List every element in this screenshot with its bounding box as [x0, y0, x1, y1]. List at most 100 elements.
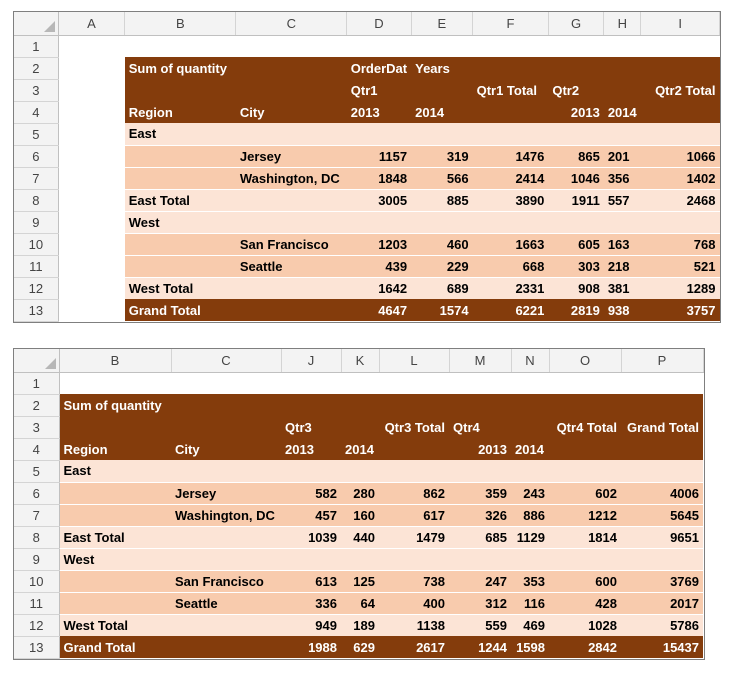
value-cell[interactable]: 428 [549, 591, 621, 614]
cell[interactable] [235, 123, 347, 145]
cell[interactable] [171, 372, 281, 394]
column-header-c[interactable]: C [171, 349, 282, 373]
value-cell[interactable]: 1476 [472, 144, 549, 167]
value-cell[interactable]: 1244 [449, 636, 511, 658]
value-cell[interactable]: 2414 [472, 166, 549, 189]
column-header-p[interactable]: P [621, 349, 704, 373]
cell[interactable] [472, 101, 549, 123]
cell[interactable] [449, 460, 511, 482]
value-cell[interactable]: 559 [449, 613, 511, 636]
value-cell[interactable]: 1138 [379, 613, 449, 636]
qtr-header[interactable]: Qtr4 [449, 416, 511, 438]
value-cell[interactable]: 4647 [346, 299, 412, 321]
year-header[interactable]: 2014 [341, 438, 379, 460]
value-cell[interactable]: 738 [379, 569, 449, 592]
value-cell[interactable]: 3890 [472, 188, 549, 211]
cell[interactable] [603, 123, 641, 145]
cell[interactable] [58, 145, 125, 167]
pivot-years-field[interactable]: Years [411, 57, 473, 79]
value-cell[interactable]: 685 [449, 525, 511, 548]
cell[interactable] [449, 547, 511, 570]
value-cell[interactable]: 1289 [640, 276, 720, 299]
city-san-francisco[interactable]: San Francisco [235, 232, 347, 255]
row-header[interactable]: 4 [14, 101, 59, 124]
value-cell[interactable]: 229 [411, 254, 473, 277]
value-cell[interactable]: 439 [346, 254, 412, 277]
value-cell[interactable]: 336 [281, 591, 341, 614]
year-header[interactable]: 2013 [548, 101, 604, 123]
cell[interactable] [58, 211, 125, 233]
qtr-total-header[interactable]: Qtr2 Total [640, 79, 720, 101]
cell[interactable] [346, 210, 412, 233]
value-cell[interactable]: 1642 [346, 276, 412, 299]
cell[interactable] [549, 438, 621, 460]
cell[interactable] [640, 57, 720, 79]
city-san-francisco[interactable]: San Francisco [171, 569, 281, 592]
cell[interactable] [640, 210, 720, 233]
cell[interactable] [124, 79, 236, 101]
value-cell[interactable]: 2819 [548, 299, 604, 321]
cell[interactable] [58, 35, 125, 57]
cell[interactable] [549, 394, 621, 416]
column-header-o[interactable]: O [549, 349, 622, 373]
cell[interactable] [472, 123, 549, 145]
row-header[interactable]: 6 [14, 482, 60, 505]
cell[interactable] [58, 101, 125, 123]
value-cell[interactable]: 1157 [346, 144, 412, 167]
grand-total-label[interactable]: Grand Total [59, 636, 171, 658]
year-header[interactable]: 2013 [449, 438, 511, 460]
cell[interactable] [511, 416, 549, 438]
cell[interactable] [281, 460, 341, 482]
column-header-i[interactable]: I [640, 12, 720, 36]
qtr-total-header[interactable]: Qtr1 Total [472, 79, 549, 101]
cell[interactable] [621, 438, 703, 460]
qtr-total-header[interactable]: Qtr3 Total [379, 416, 449, 438]
value-cell[interactable]: 2468 [640, 188, 720, 211]
cell[interactable] [346, 123, 412, 145]
column-header-n[interactable]: N [511, 349, 550, 373]
cell[interactable] [124, 254, 236, 277]
cell[interactable] [235, 35, 347, 57]
value-cell[interactable]: 353 [511, 569, 549, 592]
select-all-corner[interactable] [14, 12, 59, 36]
cell[interactable] [379, 372, 449, 394]
cell[interactable] [548, 210, 604, 233]
region-header[interactable]: Region [59, 438, 171, 460]
cell[interactable] [511, 547, 549, 570]
cell[interactable] [511, 372, 549, 394]
cell[interactable] [171, 460, 281, 482]
row-header[interactable]: 7 [14, 167, 59, 190]
column-header-b[interactable]: B [59, 349, 172, 373]
value-cell[interactable]: 1039 [281, 525, 341, 548]
cell[interactable] [171, 547, 281, 570]
value-cell[interactable]: 1911 [548, 188, 604, 211]
cell[interactable] [603, 79, 641, 101]
value-cell[interactable]: 4006 [621, 481, 703, 504]
column-header-m[interactable]: M [449, 349, 512, 373]
cell[interactable] [640, 35, 720, 57]
value-cell[interactable]: 381 [603, 276, 641, 299]
value-cell[interactable]: 689 [411, 276, 473, 299]
row-header[interactable]: 7 [14, 504, 60, 527]
city-jersey[interactable]: Jersey [171, 481, 281, 504]
cell[interactable] [58, 277, 125, 299]
column-header-a[interactable]: A [58, 12, 126, 36]
cell[interactable] [59, 372, 171, 394]
cell[interactable] [379, 547, 449, 570]
cell[interactable] [235, 299, 347, 321]
row-header[interactable]: 9 [14, 548, 60, 571]
value-cell[interactable]: 1212 [549, 503, 621, 526]
column-header-b[interactable]: B [124, 12, 237, 36]
value-cell[interactable]: 865 [548, 144, 604, 167]
row-header[interactable]: 5 [14, 123, 59, 146]
value-cell[interactable]: 908 [548, 276, 604, 299]
qtr-header[interactable]: Qtr1 [346, 79, 412, 101]
year-header[interactable]: 2014 [511, 438, 549, 460]
column-header-e[interactable]: E [411, 12, 474, 36]
row-header[interactable]: 3 [14, 79, 59, 102]
cell[interactable] [235, 276, 347, 299]
value-cell[interactable]: 125 [341, 569, 379, 592]
cell[interactable] [59, 591, 171, 614]
cell[interactable] [411, 210, 473, 233]
cell[interactable] [621, 547, 703, 570]
